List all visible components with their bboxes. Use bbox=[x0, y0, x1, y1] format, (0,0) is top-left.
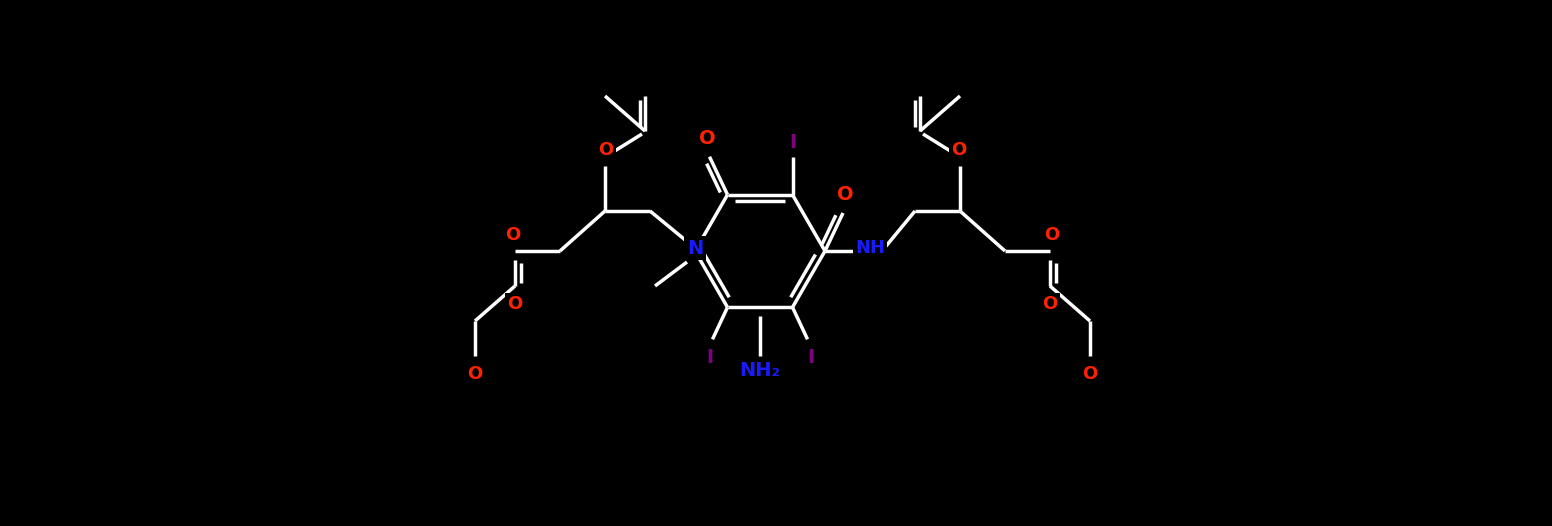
Text: O: O bbox=[467, 365, 483, 383]
Text: N: N bbox=[688, 238, 703, 258]
Text: NH: NH bbox=[855, 239, 885, 257]
Text: O: O bbox=[1043, 295, 1057, 313]
Text: NH₂: NH₂ bbox=[739, 361, 781, 380]
Text: O: O bbox=[837, 186, 854, 205]
Text: I: I bbox=[807, 348, 815, 367]
Text: I: I bbox=[788, 133, 796, 152]
Text: O: O bbox=[1082, 365, 1097, 383]
Text: O: O bbox=[1044, 226, 1060, 244]
Text: O: O bbox=[506, 226, 520, 244]
Text: O: O bbox=[951, 141, 967, 159]
Text: O: O bbox=[599, 141, 613, 159]
Text: I: I bbox=[706, 348, 712, 367]
Text: O: O bbox=[700, 129, 715, 148]
Text: O: O bbox=[508, 295, 523, 313]
